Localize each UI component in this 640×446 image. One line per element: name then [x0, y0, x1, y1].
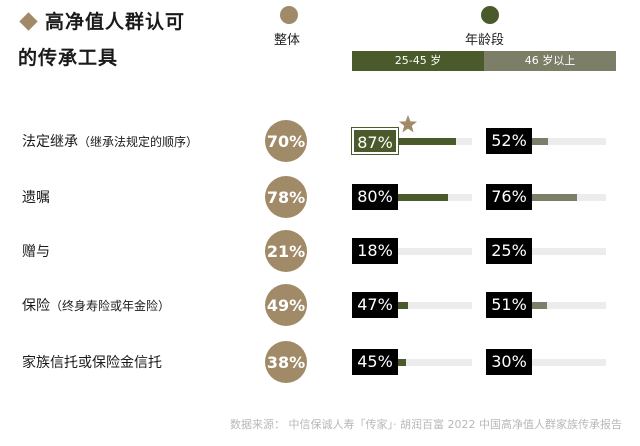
title-text-2: 的传承工具: [18, 47, 119, 69]
bar-value-label-young: 80%: [352, 184, 398, 210]
category-label: 保险（终身寿险或年金险）: [22, 295, 170, 315]
overall-value-circle: 70%: [265, 120, 307, 162]
title-line-2: 的传承工具: [18, 40, 185, 76]
title-text-1: 高净值人群认可: [45, 11, 186, 33]
category-label-text: 赠与: [22, 244, 50, 260]
bar-track-young: [352, 138, 472, 145]
category-label: 法定继承（继承法规定的顺序）: [22, 131, 198, 151]
bar-young: [352, 194, 448, 201]
bar-value-label-old: 30%: [486, 349, 532, 375]
bar-value-label-old: 52%: [486, 128, 532, 154]
overall-value-circle: 49%: [265, 284, 307, 326]
age-group-header-old: 46 岁以上: [484, 51, 616, 71]
legend-age-swatch: [481, 6, 499, 24]
category-label-text: 遗嘱: [22, 190, 50, 206]
overall-value-circle: 38%: [265, 341, 307, 383]
bar-value-label-young: 45%: [352, 349, 398, 375]
category-label-note: （继承法规定的顺序）: [78, 135, 199, 149]
category-label: 赠与: [22, 241, 50, 261]
category-label-text: 法定继承: [22, 134, 78, 150]
legend-overall-swatch: [280, 6, 298, 24]
category-label-note: （终身寿险或年金险）: [50, 299, 171, 313]
overall-value-circle: 78%: [265, 176, 307, 218]
age-group-header-young: 25-45 岁: [352, 51, 484, 71]
title-line-1: 高净值人群认可: [18, 4, 185, 40]
bar-young: [352, 138, 457, 145]
category-label: 遗嘱: [22, 187, 50, 207]
diamond-icon: [19, 12, 38, 31]
bar-value-label-young: 47%: [352, 292, 398, 318]
chart-title: 高净值人群认可 的传承工具: [18, 4, 185, 76]
bar-value-label-old: 25%: [486, 238, 532, 264]
category-label-text: 家族信托或保险金信托: [22, 355, 162, 371]
legend-overall-label: 整体: [274, 33, 301, 48]
bar-value-label-young: 18%: [352, 238, 398, 264]
bar-track-young: [352, 194, 472, 201]
overall-value-circle: 21%: [265, 230, 307, 272]
category-label-text: 保险: [22, 298, 50, 314]
legend-age-label: 年龄段: [465, 33, 505, 48]
source-note: 数据来源： 中信保诚人寿「传家」· 胡润百富 2022 中国高净值人群家族传承报…: [230, 418, 622, 431]
bar-value-label-old: 76%: [486, 184, 532, 210]
bar-value-label-young: 87%: [351, 127, 399, 155]
star-icon: [399, 115, 417, 133]
bar-value-label-old: 51%: [486, 292, 532, 318]
category-label: 家族信托或保险金信托: [22, 352, 162, 372]
